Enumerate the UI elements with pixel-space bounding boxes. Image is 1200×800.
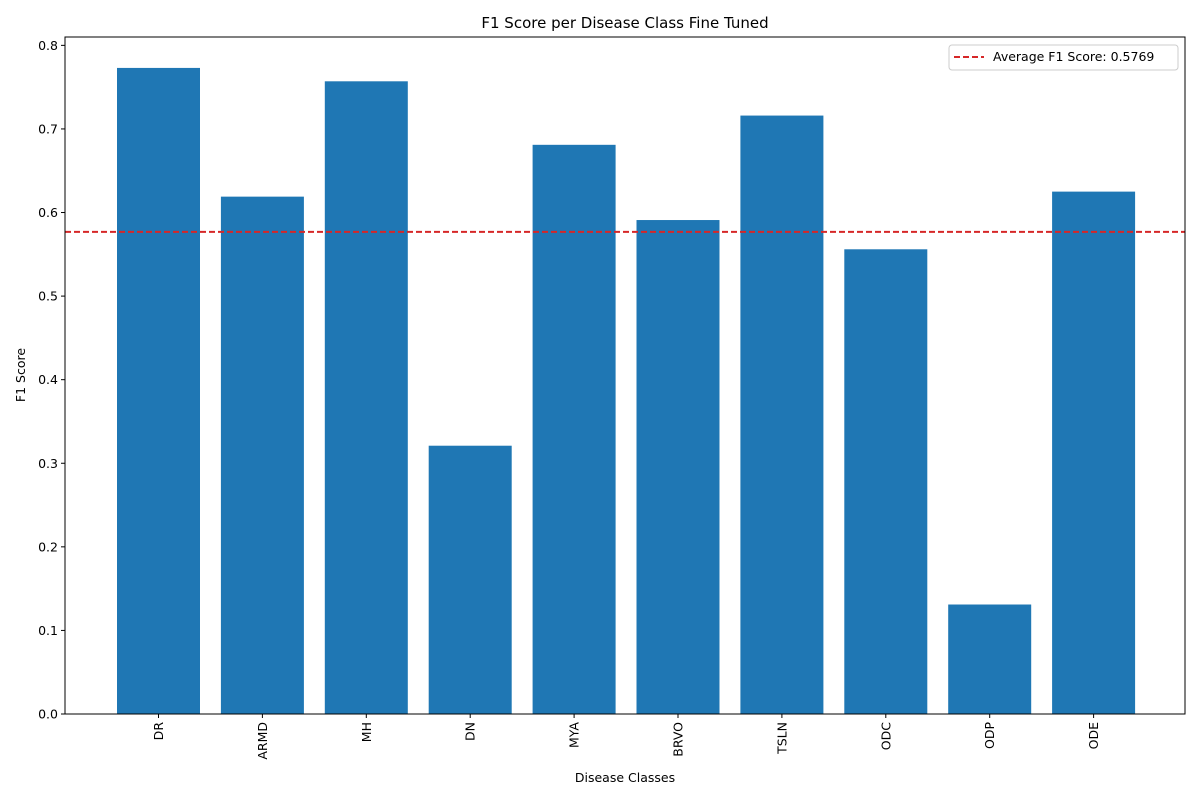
bar-tsln [740,115,824,714]
bar-dn [428,445,512,714]
x-tick-label-armd: ARMD [255,722,270,760]
plot-frame [64,36,1186,715]
y-tick-label: 0.0 [38,707,58,722]
bar-mya [532,144,616,714]
x-tick-label-odc: ODC [878,722,893,750]
y-tick-label: 0.8 [38,38,58,53]
y-axis-label: F1 Score [13,348,28,402]
bar-odc [844,249,928,715]
chart-title: F1 Score per Disease Class Fine Tuned [481,14,768,32]
y-tick-label: 0.2 [38,539,58,554]
x-tick-label-brvo: BRVO [671,722,686,757]
x-tick-label-odp: ODP [982,722,997,749]
y-tick-label: 0.7 [38,121,58,136]
bar-armd [220,196,304,714]
bar-brvo [636,220,720,715]
y-tick-label: 0.5 [38,289,58,304]
x-tick-label-mh: MH [359,722,374,742]
legend-box [948,44,1179,71]
x-tick-label-tsln: TSLN [774,722,789,755]
x-tick-label-dn: DN [463,722,478,741]
bar-dr [117,67,200,715]
x-axis-label: Disease Classes [575,770,675,785]
bar-odp [948,604,1032,714]
legend: Average F1 Score: 0.5769 [948,44,1179,71]
y-tick-label: 0.3 [38,456,58,471]
legend-label-average: Average F1 Score: 0.5769 [993,49,1154,64]
y-tick-label: 0.6 [38,205,58,220]
x-tick-label-mya: MYA [567,722,582,748]
x-tick-label-ode: ODE [1086,722,1101,749]
x-tick-label-dr: DR [151,722,166,741]
y-tick-label: 0.4 [38,372,58,387]
bar-mh [324,81,408,715]
bar-ode [1052,191,1136,714]
y-tick-label: 0.1 [38,623,58,638]
